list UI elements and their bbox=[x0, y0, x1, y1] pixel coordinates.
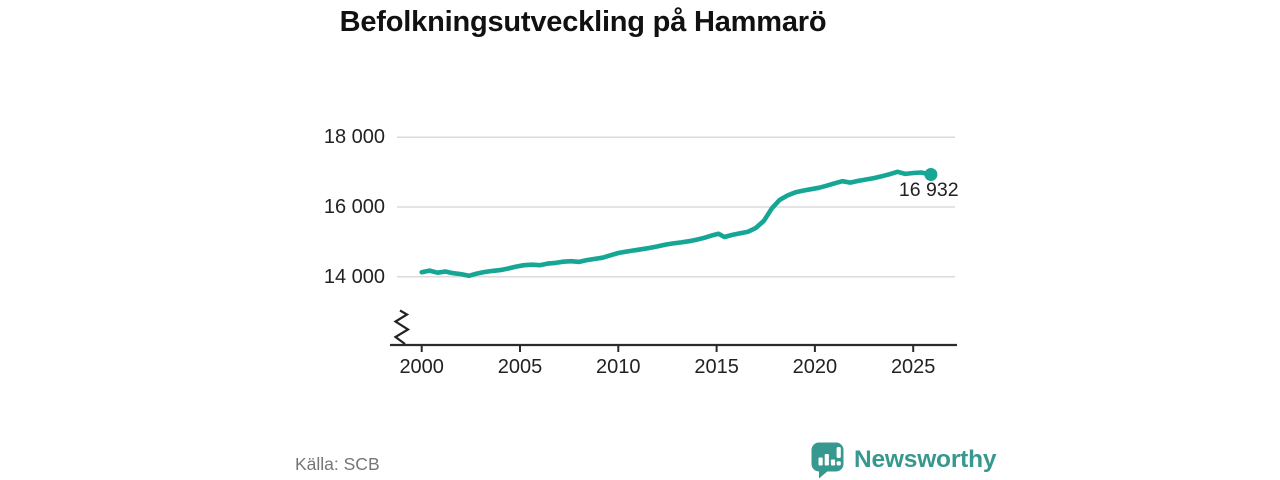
newsworthy-speech-bubble-bar-chart-icon bbox=[811, 442, 844, 479]
x-axis-tick-label: 2025 bbox=[890, 356, 936, 378]
chart-title: Befolkningsutveckling på Hammarö bbox=[339, 6, 827, 38]
x-axis-tick-label: 2010 bbox=[596, 356, 641, 378]
x-axis-tick-label: 2015 bbox=[694, 356, 739, 378]
y-axis-tick-label: 16 000 bbox=[323, 196, 385, 218]
last-point-marker bbox=[924, 168, 938, 182]
x-axis-tick-label: 2000 bbox=[399, 356, 444, 378]
brand-name: Newsworthy bbox=[854, 446, 997, 473]
population-line-series bbox=[419, 169, 934, 279]
source-label: Källa: SCB bbox=[295, 454, 380, 474]
x-axis-tick-label: 2020 bbox=[792, 356, 838, 378]
x-axis-tick-label: 2005 bbox=[497, 356, 543, 378]
end-value-label: 16 932 bbox=[898, 179, 959, 202]
y-axis-break-icon bbox=[393, 309, 411, 345]
y-axis-tick-label: 18 000 bbox=[323, 126, 385, 149]
y-axis-tick-label: 14 000 bbox=[323, 265, 385, 288]
newsworthy-logo[interactable]: Newsworthy bbox=[810, 441, 997, 479]
